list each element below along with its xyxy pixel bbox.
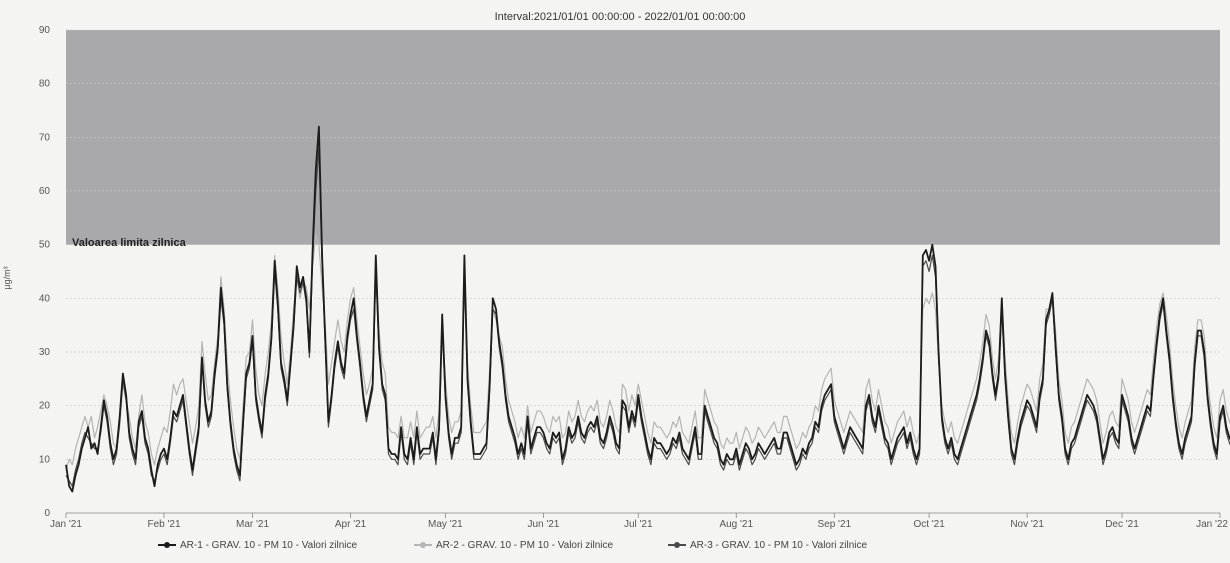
x-tick-label: Jul '21 (624, 519, 653, 530)
x-tick-label: May '21 (428, 519, 463, 530)
x-tick-label: Feb '21 (147, 519, 180, 530)
y-tick-label: 60 (39, 186, 51, 197)
x-tick-label: Jun '21 (527, 519, 559, 530)
x-tick-label: Mar '21 (236, 519, 269, 530)
x-tick-label: Apr '21 (335, 519, 367, 530)
y-tick-label: 30 (39, 347, 51, 358)
x-tick-label: Aug '21 (719, 519, 753, 530)
legend-swatch-marker (674, 542, 680, 548)
y-tick-label: 70 (39, 132, 51, 143)
y-tick-label: 50 (39, 240, 51, 251)
y-tick-label: 40 (39, 293, 51, 304)
legend-item-label[interactable]: AR-3 - GRAV. 10 - PM 10 - Valori zilnice (690, 540, 868, 551)
y-tick-label: 80 (39, 79, 51, 90)
legend: AR-1 - GRAV. 10 - PM 10 - Valori zilnice… (158, 540, 868, 551)
series-line-1 (65, 125, 1230, 493)
y-tick-label: 20 (39, 401, 51, 412)
legend-item-label[interactable]: AR-2 - GRAV. 10 - PM 10 - Valori zilnice (436, 540, 614, 551)
y-tick-label: 90 (39, 25, 51, 36)
y-axis-label: µg/m³ (2, 266, 12, 289)
x-tick-label: Sep '21 (817, 519, 851, 530)
y-tick-label: 10 (39, 454, 51, 465)
series-line-2 (65, 233, 1230, 471)
x-tick-label: Jan '22 (1196, 519, 1228, 530)
legend-swatch-marker (420, 542, 426, 548)
x-tick-label: Dec '21 (1105, 519, 1139, 530)
legend-swatch-marker (164, 542, 170, 548)
y-tick-label: 0 (44, 508, 50, 519)
chart-title: Interval:2021/01/01 00:00:00 - 2022/01/0… (495, 11, 746, 23)
x-tick-label: Oct '21 (913, 519, 945, 530)
limit-label: Valoarea limita zilnica (72, 237, 187, 249)
x-tick-label: Jan '21 (50, 519, 82, 530)
x-tick-label: Nov '21 (1010, 519, 1044, 530)
legend-item-label[interactable]: AR-1 - GRAV. 10 - PM 10 - Valori zilnice (180, 540, 358, 551)
